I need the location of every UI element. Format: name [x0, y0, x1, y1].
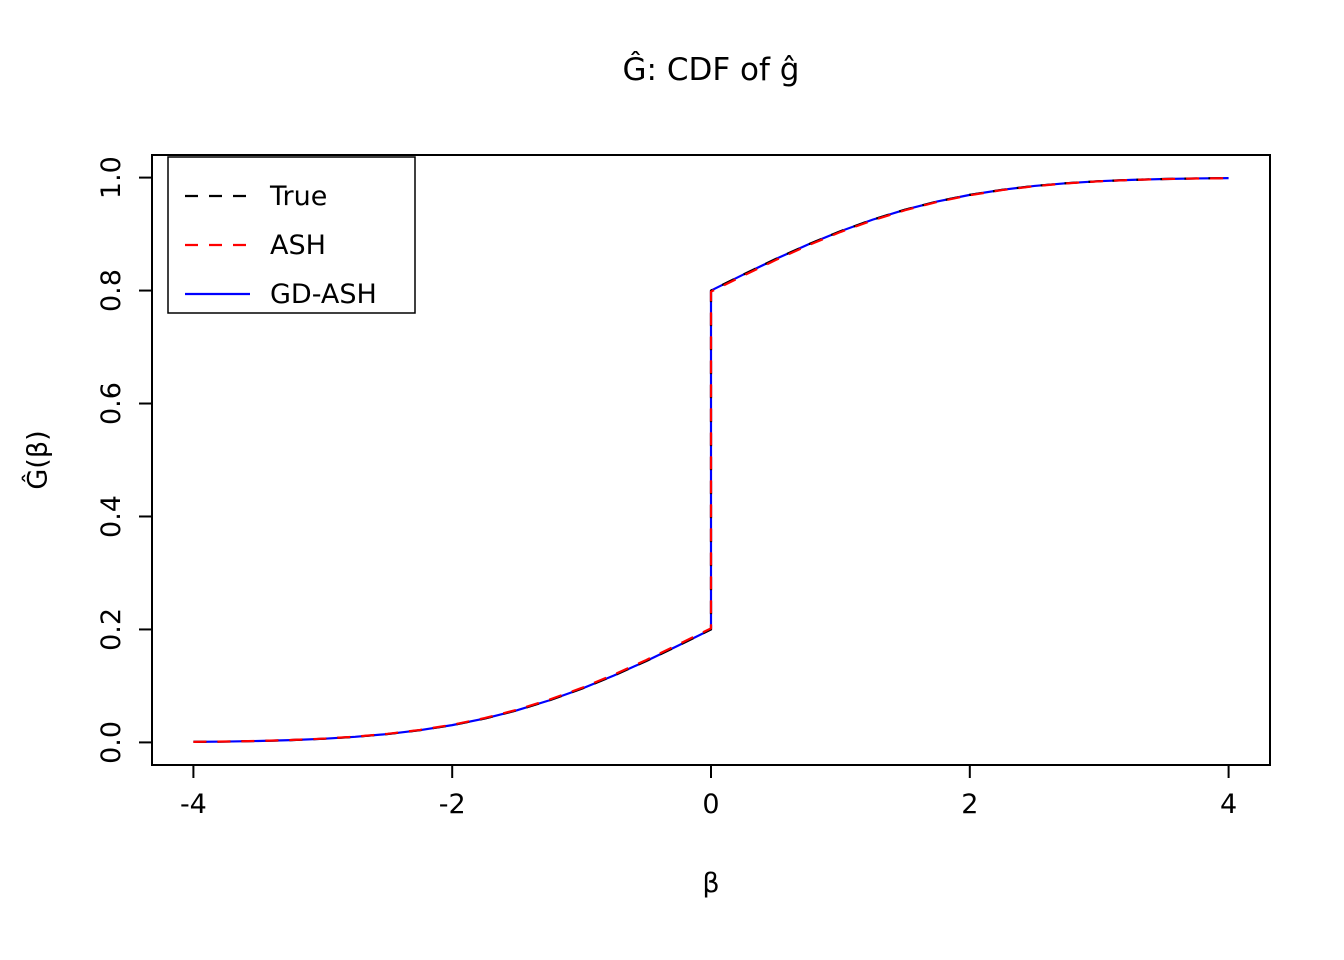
- x-tick-label: -4: [180, 789, 207, 820]
- chart-title: Ĝ: CDF of ĝ: [622, 52, 800, 88]
- series-line-ash: [193, 177, 1229, 743]
- y-tick-label: 0.8: [96, 269, 127, 312]
- y-tick-label: 0.4: [96, 495, 127, 538]
- x-axis-label: β: [702, 868, 720, 899]
- y-tick-label: 0.0: [96, 721, 127, 764]
- legend-label: ASH: [270, 230, 326, 261]
- x-tick-label: 4: [1220, 789, 1237, 820]
- legend-item-gd-ash: GD-ASH: [185, 279, 377, 310]
- x-tick-label: 2: [961, 789, 978, 820]
- x-tick-label: 0: [702, 789, 719, 820]
- legend-label: True: [269, 181, 327, 212]
- legend-item-true: True: [185, 181, 327, 212]
- legend-label: GD-ASH: [270, 279, 377, 310]
- y-tick-label: 0.6: [96, 382, 127, 425]
- legend-item-ash: ASH: [185, 230, 326, 261]
- legend-box: [167, 156, 416, 314]
- y-tick-label: 0.2: [96, 608, 127, 651]
- x-tick-label: -2: [439, 789, 466, 820]
- y-tick-label: 1.0: [96, 156, 127, 199]
